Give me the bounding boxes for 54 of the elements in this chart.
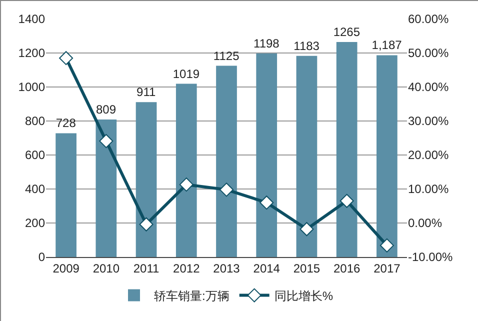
bar [56,133,76,257]
y2-tick-label: 60.00% [408,12,450,26]
data-label: 911 [136,85,156,100]
bar [376,55,398,257]
bar [216,66,237,257]
point [99,134,114,148]
y2-tick-label: 30.00% [408,114,450,128]
y2-tick-label: 0.00% [408,216,442,230]
point [340,194,354,208]
point [139,217,154,232]
bar [256,53,278,257]
y-tick-label: 200 [24,216,46,230]
point [380,238,394,252]
point [260,196,274,210]
x-tick-label: 2012 [173,261,200,276]
data-label: 1198 [254,36,280,50]
point [59,51,74,66]
x-tick-label: 2015 [293,261,320,276]
bar [296,56,318,257]
bar [96,119,117,257]
data-label: 1019 [172,66,200,81]
point [220,182,234,197]
y2-tick-label: 50.00% [408,46,450,60]
x-tick-label: 2011 [133,261,160,276]
data-label: 1,187 [372,38,402,52]
y2-tick-label: 20.00% [408,148,450,162]
y-tick-label: 0 [38,250,46,264]
point [300,222,314,236]
y2-tick-label: -10.00% [408,250,454,264]
y-tick-label: 800 [24,114,46,128]
y2-tick-label: 10.00% [408,182,450,196]
x-tick-label: 2016 [333,261,360,276]
y-tick-label: 1400 [18,12,46,26]
legend-label: 轿车销量:万辆 [154,288,230,303]
y2-tick-label: 40.00% [408,80,450,94]
data-label: 1125 [213,48,240,63]
legend-label: 同比增长% [274,288,334,303]
data-label: 1183 [294,38,320,53]
x-tick-label: 2010 [92,261,120,276]
y-tick-label: 1200 [18,46,46,60]
data-label: 1265 [333,24,360,39]
x-tick-label: 2014 [253,261,280,276]
y-tick-label: 400 [24,182,46,196]
bar [176,84,197,257]
x-tick-label: 2017 [374,261,401,276]
point [179,178,194,192]
bar [336,42,358,257]
data-label: 809 [96,102,116,116]
x-tick-label: 2009 [52,261,80,276]
data-label: 728 [56,116,76,130]
x-tick-label: 2013 [213,261,240,276]
y-tick-label: 600 [24,148,46,162]
y-tick-label: 1000 [18,80,46,94]
bar [136,102,157,257]
